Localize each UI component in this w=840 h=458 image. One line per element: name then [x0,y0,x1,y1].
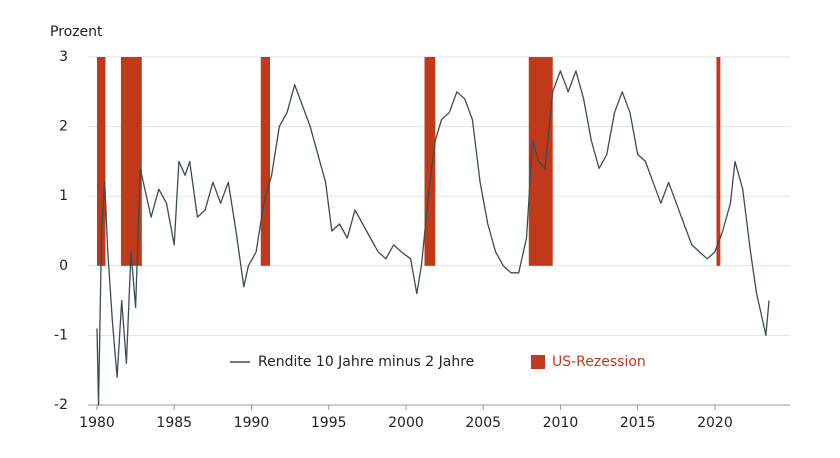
x-tick-label: 2005 [465,415,501,431]
recession-band [260,57,271,266]
y-tick-label: 1 [59,188,68,204]
recession-band [97,57,106,266]
legend-label: Rendite 10 Jahre minus 2 Jahre [258,354,474,370]
legend-label: US-Rezession [552,354,646,370]
x-tick-label: 2015 [620,415,656,431]
x-tick-label: 1995 [311,415,347,431]
recession-band [120,57,142,266]
recession-band [528,57,553,266]
recession-band [424,57,436,266]
legend-swatch [531,355,545,369]
y-tick-label: 0 [59,258,68,274]
y-tick-label: 2 [59,119,68,135]
y-tick-label: 3 [59,49,68,65]
x-tick-label: 2000 [388,415,424,431]
x-tick-label: 2010 [543,415,579,431]
x-tick-label: 2020 [697,415,733,431]
x-tick-label: 1985 [156,415,192,431]
line [96,70,770,406]
y-tick-label: -1 [54,327,68,343]
x-tick-label: 1990 [234,415,270,431]
x-tick-label: 1980 [79,415,115,431]
recession-band [716,57,721,266]
y-tick-label: -2 [54,397,68,413]
y-axis-label: Prozent [50,24,103,40]
